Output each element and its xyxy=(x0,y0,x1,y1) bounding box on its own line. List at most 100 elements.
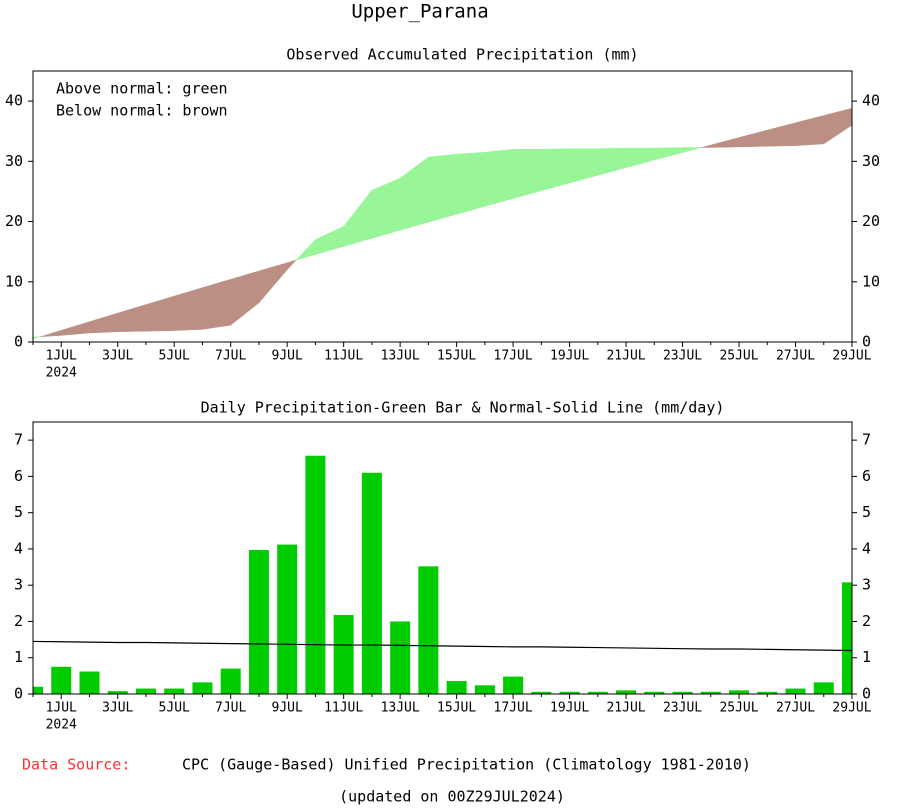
x-tick-label: 25JUL xyxy=(719,701,758,716)
x-tick-label: 13JUL xyxy=(381,349,420,364)
annotation: Above normal: green xyxy=(56,80,228,98)
y2-tick-label: 30 xyxy=(862,152,880,170)
x-tick-label: 21JUL xyxy=(606,701,645,716)
x-tick-label: 21JUL xyxy=(606,349,645,364)
bar xyxy=(474,685,495,694)
bar xyxy=(107,691,128,694)
plot-area xyxy=(33,455,852,694)
x-tick-label: 17JUL xyxy=(494,701,533,716)
bar xyxy=(333,614,354,694)
x-tick-label: 3JUL xyxy=(102,349,133,364)
bar xyxy=(757,691,778,694)
x-tick-label: 29JUL xyxy=(832,349,871,364)
bar xyxy=(192,682,213,694)
bar xyxy=(531,691,552,694)
band-segment xyxy=(145,295,175,332)
y-tick-label: 6 xyxy=(14,467,23,485)
band-segment xyxy=(541,148,570,191)
y2-tick-label: 0 xyxy=(862,333,871,351)
x-tick-label: 25JUL xyxy=(719,349,758,364)
y2-tick-label: 2 xyxy=(862,612,871,630)
y-tick-label: 30 xyxy=(5,152,23,170)
band-segment xyxy=(654,147,683,161)
band-segment xyxy=(484,149,514,207)
y-tick-label: 3 xyxy=(14,576,23,594)
chart-subtitle: Observed Accumulated Precipitation (mm) xyxy=(286,46,638,64)
bar xyxy=(248,550,269,694)
band-segment xyxy=(795,115,825,146)
y-tick-label: 5 xyxy=(14,503,23,521)
band-segment xyxy=(40,329,62,337)
band-segment xyxy=(738,129,768,148)
y2-tick-label: 7 xyxy=(862,431,871,449)
x-tick-label: 27JUL xyxy=(776,349,815,364)
bar xyxy=(305,455,326,694)
x-tick-label: 13JUL xyxy=(381,701,420,716)
bar xyxy=(418,566,439,694)
y-tick-label: 20 xyxy=(5,212,23,230)
annotation: Below normal: brown xyxy=(56,102,228,120)
bar xyxy=(390,621,411,694)
x-tick-label: 19JUL xyxy=(550,701,589,716)
plot-area xyxy=(33,108,852,340)
band-segment xyxy=(258,262,288,304)
band-segment xyxy=(767,122,796,147)
band-segment xyxy=(456,152,486,215)
band-segment xyxy=(710,137,740,148)
x-tick-label: 5JUL xyxy=(159,701,190,716)
bar xyxy=(446,680,467,694)
page-title: Upper_Parana xyxy=(351,1,488,23)
y2-tick-label: 5 xyxy=(862,503,871,521)
bar xyxy=(785,688,806,694)
y-tick-label: 2 xyxy=(14,612,23,630)
x-sublabel: 2024 xyxy=(46,366,77,381)
x-tick-label: 7JUL xyxy=(215,349,246,364)
bar xyxy=(729,690,750,694)
x-tick-label: 7JUL xyxy=(215,701,246,716)
band-segment xyxy=(428,153,457,223)
band-segment xyxy=(569,148,599,184)
bar xyxy=(813,682,834,694)
updated: (updated on 00Z29JUL2024) xyxy=(339,788,565,806)
y2-tick-label: 40 xyxy=(862,92,880,110)
y2-tick-label: 4 xyxy=(862,539,871,557)
y2-tick-label: 20 xyxy=(862,212,880,230)
bar xyxy=(33,686,43,694)
x-tick-label: 11JUL xyxy=(324,701,363,716)
band-segment xyxy=(823,108,852,145)
band-segment xyxy=(202,278,231,330)
bar xyxy=(842,582,852,694)
x-tick-label: 11JUL xyxy=(324,349,363,364)
y-tick-label: 40 xyxy=(5,92,23,110)
band-segment xyxy=(625,147,655,168)
band-segment xyxy=(701,144,712,148)
band-segment xyxy=(597,147,627,176)
x-tick-label: 19JUL xyxy=(550,349,589,364)
x-tick-label: 15JUL xyxy=(437,349,476,364)
source-label: Data Source: xyxy=(22,756,130,774)
x-tick-label: 17JUL xyxy=(494,349,533,364)
x-tick-label: 9JUL xyxy=(272,701,303,716)
x-tick-label: 1JUL xyxy=(46,701,77,716)
x-tick-label: 5JUL xyxy=(159,349,190,364)
plot-frame xyxy=(32,70,853,343)
bar xyxy=(361,472,382,694)
bar xyxy=(220,668,241,694)
band-segment xyxy=(230,270,260,326)
bar xyxy=(79,671,100,694)
band-segment xyxy=(399,156,429,231)
y2-tick-label: 6 xyxy=(862,467,871,485)
y2-tick-label: 3 xyxy=(862,576,871,594)
y-tick-label: 4 xyxy=(14,539,23,557)
band-segment xyxy=(173,287,203,331)
band-segment xyxy=(315,225,344,255)
band-segment xyxy=(33,336,41,340)
bar xyxy=(559,691,580,694)
band-segment xyxy=(295,238,316,261)
x-sublabel: 2024 xyxy=(46,718,77,733)
bar xyxy=(51,666,72,694)
band-segment xyxy=(117,304,147,333)
y-tick-label: 10 xyxy=(5,272,23,290)
x-tick-label: 27JUL xyxy=(776,701,815,716)
y2-tick-label: 1 xyxy=(862,648,871,666)
